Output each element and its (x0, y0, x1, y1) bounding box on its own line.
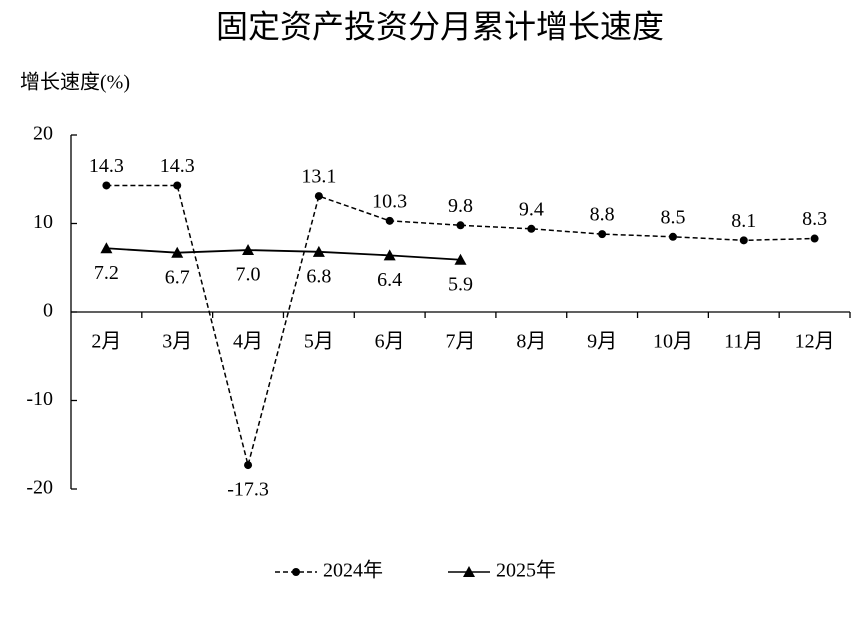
data-label: 6.8 (306, 265, 331, 287)
x-tick-label: 10月 (653, 331, 693, 353)
point (385, 216, 394, 225)
y-tick-label: 0 (43, 300, 53, 322)
x-tick-label: 12月 (795, 331, 835, 353)
x-tick-label: 8月 (516, 331, 546, 353)
point (314, 192, 323, 201)
chart-title: 固定资产投资分月累计增长速度 (216, 8, 664, 44)
data-label: 13.1 (301, 166, 336, 188)
point (810, 234, 819, 243)
data-label: -17.3 (227, 479, 269, 501)
data-label: 7.2 (94, 262, 119, 284)
data-label: 8.3 (802, 208, 827, 230)
point (173, 181, 182, 190)
y-axis-label: 增长速度(%) (20, 71, 130, 94)
point (527, 224, 536, 233)
point (242, 244, 255, 256)
legend-label: 2025年 (496, 559, 556, 582)
point (739, 236, 748, 245)
data-label: 6.4 (377, 269, 402, 291)
x-tick-label: 7月 (446, 331, 476, 353)
data-label: 6.7 (165, 266, 190, 288)
y-tick-label: -20 (26, 477, 53, 499)
x-tick-label: 2月 (91, 331, 121, 353)
data-label: 14.3 (89, 155, 124, 177)
point (598, 230, 607, 239)
data-label: 8.1 (731, 210, 756, 232)
y-tick-label: -10 (26, 388, 53, 410)
point (668, 232, 677, 241)
data-label: 10.3 (372, 190, 407, 212)
data-label: 9.4 (519, 198, 544, 220)
x-tick-label: 5月 (304, 331, 334, 353)
series-line (106, 247, 461, 261)
y-tick-label: 20 (33, 123, 53, 145)
x-tick-label: 3月 (162, 331, 192, 353)
series-line (106, 184, 815, 469)
point (244, 461, 253, 470)
y-tick-label: 10 (33, 211, 53, 233)
data-label: 5.9 (448, 273, 473, 295)
x-tick-label: 9月 (587, 331, 617, 353)
data-label: 8.5 (660, 206, 685, 228)
point (456, 221, 465, 230)
x-tick-label: 11月 (724, 331, 763, 353)
data-label: 9.8 (448, 195, 473, 217)
point (383, 249, 396, 261)
data-label: 7.0 (236, 264, 261, 286)
legend-marker (463, 566, 475, 577)
point (171, 246, 184, 258)
point (454, 253, 467, 265)
point (100, 242, 113, 254)
x-tick-label: 4月 (233, 331, 263, 353)
x-tick-label: 6月 (375, 331, 405, 353)
legend-marker (292, 568, 300, 576)
legend-label: 2024年 (323, 559, 383, 582)
point (102, 181, 111, 190)
data-label: 14.3 (160, 155, 195, 177)
point (312, 245, 325, 257)
data-label: 8.8 (590, 204, 615, 226)
